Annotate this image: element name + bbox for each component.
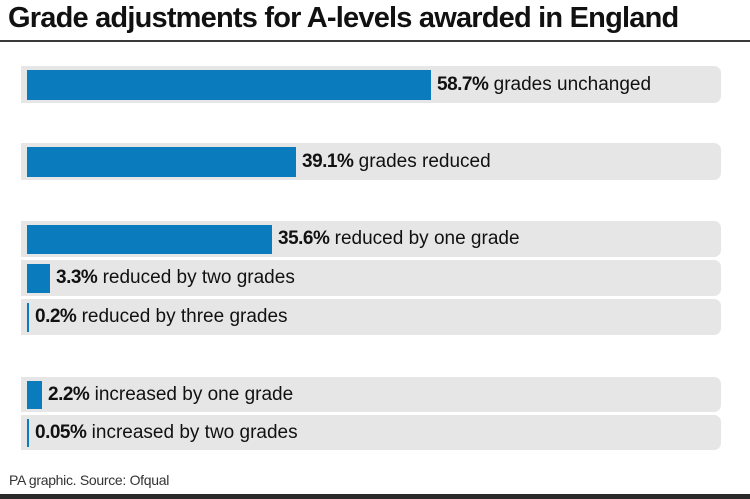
bar-value: 39.1% [302,150,354,172]
bar-category: reduced by two grades [102,267,295,288]
bar-label: 39.1% grades reduced [302,151,491,173]
bar [27,419,29,447]
bar-value: 0.05% [35,421,87,443]
bar-label: 58.7% grades unchanged [437,74,651,96]
bar-value: 0.2% [35,306,77,327]
bottom-divider [0,494,750,499]
bar [27,70,431,100]
bar-value: 58.7% [437,73,489,95]
chart-title: Grade adjustments for A-levels awarded i… [8,2,679,34]
bar-label: 35.6% reduced by one grade [278,228,520,250]
bar-value: 35.6% [278,228,330,249]
bar-category: increased by two grades [91,421,298,443]
bar-row: 0.2% reduced by three grades [21,299,721,335]
bar-row: 35.6% reduced by one grade [21,221,721,257]
bar [27,303,29,332]
bar-label: 0.05% increased by two grades [35,422,298,444]
bar-label: 0.2% reduced by three grades [35,306,288,328]
bar-row: 39.1% grades reduced [21,143,721,180]
bar-category: reduced by three grades [81,306,288,327]
bar-label: 3.3% reduced by two grades [56,267,295,289]
bar [27,147,296,177]
bar-row: 0.05% increased by two grades [21,415,721,450]
bar-row: 58.7% grades unchanged [21,66,721,103]
bar-category: grades reduced [358,150,491,172]
bar-row: 3.3% reduced by two grades [21,260,721,296]
source-note: PA graphic. Source: Ofqual [9,472,170,488]
bar-category: increased by one grade [94,383,294,405]
bar [27,225,272,254]
bar-category: reduced by one grade [334,228,520,249]
bar [27,381,42,409]
title-divider [0,40,750,42]
bar-row: 2.2% increased by one grade [21,377,721,412]
bar-category: grades unchanged [493,73,652,95]
bar-value: 3.3% [56,267,98,288]
bar-value: 2.2% [48,383,90,405]
bar-label: 2.2% increased by one grade [48,384,293,406]
bar [27,264,50,293]
